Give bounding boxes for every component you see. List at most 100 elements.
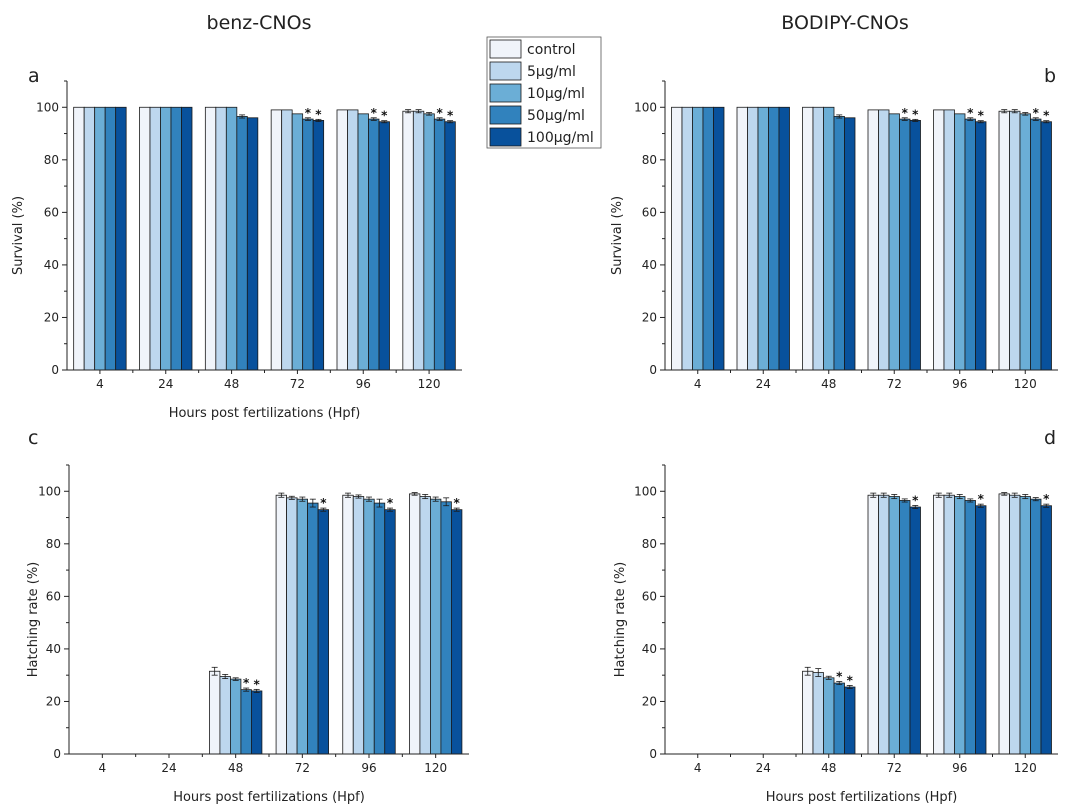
bar <box>823 677 835 755</box>
bar <box>73 106 85 371</box>
bar <box>867 109 879 371</box>
bar <box>1019 113 1031 371</box>
bar <box>312 120 325 371</box>
bar <box>1019 496 1031 755</box>
bar <box>998 493 1010 755</box>
significance-star: * <box>847 673 854 687</box>
x-tick-label: 24 <box>756 761 771 775</box>
bar <box>83 106 96 371</box>
x-tick-label: 120 <box>1014 377 1037 391</box>
x-tick-label: 72 <box>887 761 902 775</box>
bar <box>713 106 725 371</box>
bar <box>302 118 314 371</box>
bar <box>451 509 463 755</box>
bar <box>812 106 824 371</box>
bar <box>363 498 375 755</box>
y-axis-label: Survival (%) <box>11 196 26 275</box>
y-tick-label: 0 <box>51 363 59 377</box>
y-tick-label: 40 <box>44 258 59 272</box>
bar <box>115 106 127 371</box>
bar <box>998 110 1010 371</box>
bar <box>899 118 911 371</box>
x-tick-label: 96 <box>952 761 967 775</box>
bar <box>419 496 431 755</box>
bar <box>440 501 452 755</box>
y-tick-label: 100 <box>38 484 61 498</box>
bar <box>230 678 242 755</box>
column-title-benz: benz-CNOs <box>207 12 312 34</box>
legend-label: control <box>527 42 576 58</box>
bar <box>954 113 966 371</box>
x-axis-label: Hours post fertilizations (Hpf) <box>169 406 361 421</box>
bar <box>373 502 386 755</box>
legend-swatch <box>489 39 522 59</box>
bar <box>336 109 348 371</box>
y-tick-label: 60 <box>642 589 657 603</box>
y-tick-label: 80 <box>46 537 61 551</box>
y-tick-label: 60 <box>642 205 657 219</box>
bar <box>342 494 354 755</box>
significance-star: * <box>320 496 327 510</box>
legend-label: 50μg/ml <box>527 108 585 124</box>
x-tick-label: 72 <box>887 377 902 391</box>
y-tick-label: 0 <box>649 747 657 761</box>
bar <box>1009 494 1021 755</box>
bar <box>275 494 287 755</box>
bar <box>867 494 879 755</box>
bar <box>671 106 683 371</box>
x-tick-label: 48 <box>821 377 836 391</box>
bar <box>899 500 911 755</box>
panel-letter: a <box>28 65 40 87</box>
bar <box>357 113 369 371</box>
bar <box>933 109 945 371</box>
bar <box>692 106 704 371</box>
x-tick-label: 48 <box>228 761 243 775</box>
significance-star: * <box>978 109 985 123</box>
bar <box>225 106 238 371</box>
bar <box>204 106 217 371</box>
significance-star: * <box>454 496 461 510</box>
y-tick-label: 0 <box>53 747 61 761</box>
bar <box>833 682 845 755</box>
bar <box>291 113 304 371</box>
y-tick-label: 40 <box>46 642 61 656</box>
bar <box>1030 118 1042 371</box>
bar <box>94 106 106 371</box>
bar <box>160 106 172 371</box>
bar <box>1040 121 1052 371</box>
bar <box>433 118 446 371</box>
y-tick-label: 100 <box>36 100 59 114</box>
legend-swatch <box>489 105 522 125</box>
y-axis-label: Survival (%) <box>610 196 625 275</box>
x-tick-label: 120 <box>1014 761 1037 775</box>
bar <box>251 690 263 755</box>
x-tick-label: 120 <box>424 761 447 775</box>
x-axis-label: Hours post fertilizations (Hpf) <box>173 790 365 805</box>
y-tick-label: 0 <box>649 363 657 377</box>
significance-star: * <box>1043 492 1050 506</box>
legend-label: 10μg/ml <box>527 86 585 102</box>
legend-swatch <box>489 61 522 81</box>
significance-star: * <box>1033 106 1040 120</box>
x-axis-label: Hours post fertilizations (Hpf) <box>766 790 958 805</box>
significance-star: * <box>243 676 250 690</box>
bar <box>347 109 359 371</box>
bar <box>833 116 845 371</box>
y-tick-label: 60 <box>44 205 59 219</box>
bar <box>423 113 435 371</box>
y-tick-label: 20 <box>44 310 59 324</box>
y-tick-label: 80 <box>44 153 59 167</box>
x-tick-label: 4 <box>694 761 702 775</box>
bar <box>215 106 227 371</box>
x-tick-label: 24 <box>158 377 173 391</box>
significance-star: * <box>967 106 974 120</box>
bar <box>412 110 425 371</box>
significance-star: * <box>912 107 919 121</box>
bar <box>878 109 890 371</box>
x-tick-label: 96 <box>952 377 967 391</box>
x-tick-label: 96 <box>361 761 376 775</box>
bar <box>270 109 283 371</box>
